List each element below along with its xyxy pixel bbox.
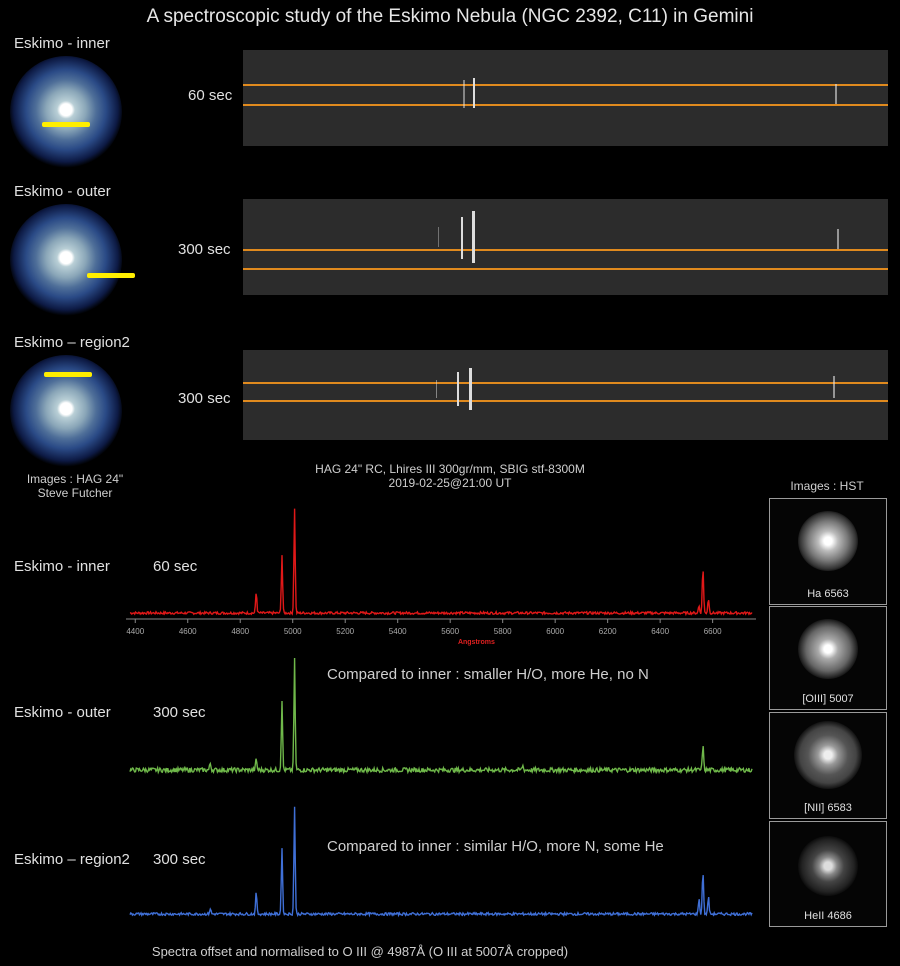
date-line: 2019-02-25@21:00 UT	[388, 476, 512, 490]
credit-line: Images : HAG 24"	[26, 472, 124, 486]
emission-line	[461, 217, 463, 259]
exposure-label-outer: 300 sec	[178, 241, 231, 258]
region-label-inner: Eskimo - inner	[14, 35, 110, 52]
exposure-label-inner: 60 sec	[188, 87, 233, 104]
hst-image-ha	[798, 511, 858, 571]
region-label-outer: Eskimo - outer	[14, 183, 111, 200]
x-tick-label: 6400	[651, 627, 669, 636]
spectrum-exposure-outer: 300 sec	[153, 704, 206, 721]
hst-panel-ha: Ha 6563	[769, 498, 887, 605]
slit-marker-outer	[87, 273, 135, 278]
spectra-chart: 4400 4600 4800 5000 5200 5400 5600 5800 6000 6200…	[126, 508, 756, 918]
emission-line	[457, 372, 459, 406]
instrument-info: HAG 24" RC, Lhires III 300gr/mm, SBIG st…	[250, 462, 650, 490]
spectrum-series-2	[129, 806, 753, 918]
spectrum-series-0	[129, 508, 753, 617]
x-axis-label: Angstroms	[458, 639, 495, 646]
x-tick-label: 5000	[284, 627, 302, 636]
emission-line	[837, 229, 839, 249]
hst-panel-nii: [NII] 6583	[769, 712, 887, 819]
hst-caption-nii: [NII] 6583	[804, 802, 852, 814]
extraction-line-top	[243, 382, 888, 384]
hst-caption-ha: Ha 6563	[807, 588, 849, 600]
emission-line	[473, 78, 475, 108]
x-tick-label: 6200	[599, 627, 617, 636]
hst-title: Images : HST	[790, 479, 864, 493]
x-tick-label: 5400	[389, 627, 407, 636]
spectrum-exposure-inner: 60 sec	[153, 558, 198, 575]
spectrum-label-region2: Eskimo – region2	[14, 851, 130, 868]
extraction-line-bottom	[243, 400, 888, 402]
emission-line	[833, 376, 835, 398]
x-tick-label: 4400	[126, 627, 144, 636]
extraction-line-top	[243, 84, 888, 86]
hst-image-oiii	[798, 619, 858, 679]
extraction-line-bottom	[243, 268, 888, 270]
comparison-note-outer: Compared to inner : smaller H/O, more He…	[327, 666, 649, 683]
spectrum-series-1	[129, 657, 753, 775]
x-tick-label: 5800	[494, 627, 512, 636]
credit-line: Steve Futcher	[37, 486, 113, 500]
x-tick-label: 4800	[231, 627, 249, 636]
hst-panel-heii: HeII 4686	[769, 821, 887, 927]
hst-panel-oiii: [OIII] 5007	[769, 606, 887, 710]
page-title: A spectroscopic study of the Eskimo Nebu…	[146, 6, 754, 27]
x-tick-label: 4600	[179, 627, 197, 636]
spectrum-2d-inner	[243, 50, 888, 146]
emission-line	[438, 227, 439, 247]
slit-marker-region2	[44, 372, 92, 377]
region-label-region2: Eskimo – region2	[14, 334, 130, 351]
exposure-label-region2: 300 sec	[178, 390, 231, 407]
extraction-line-bottom	[243, 104, 888, 106]
hst-caption-oiii: [OIII] 5007	[802, 693, 854, 705]
x-tick-label: 5200	[336, 627, 354, 636]
emission-line	[469, 368, 472, 410]
spectrum-2d-outer	[243, 199, 888, 295]
x-tick-label: 5600	[441, 627, 459, 636]
spectrum-label-outer: Eskimo - outer	[14, 704, 111, 721]
emission-line	[472, 211, 475, 263]
extraction-line-top	[243, 249, 888, 251]
emission-line	[436, 380, 437, 398]
nebula-image-inner	[10, 56, 122, 168]
emission-line	[463, 80, 465, 108]
x-tick-label: 6000	[546, 627, 564, 636]
footer-note: Spectra offset and normalised to O III @…	[151, 944, 569, 959]
emission-line	[835, 84, 837, 104]
spectrum-2d-region2	[243, 350, 888, 440]
hst-image-heii	[798, 836, 858, 896]
image-credit: Images : HAG 24" Steve Futcher	[0, 472, 150, 500]
spectrum-exposure-region2: 300 sec	[153, 851, 206, 868]
hst-image-nii	[794, 721, 862, 789]
spectrum-label-inner: Eskimo - inner	[14, 558, 110, 575]
instrument-line: HAG 24" RC, Lhires III 300gr/mm, SBIG st…	[315, 462, 585, 476]
hst-caption-heii: HeII 4686	[804, 910, 852, 922]
x-tick-label: 6600	[704, 627, 722, 636]
comparison-note-region2: Compared to inner : similar H/O, more N,…	[327, 838, 664, 855]
slit-marker-inner	[42, 122, 90, 127]
nebula-image-outer	[10, 204, 122, 316]
